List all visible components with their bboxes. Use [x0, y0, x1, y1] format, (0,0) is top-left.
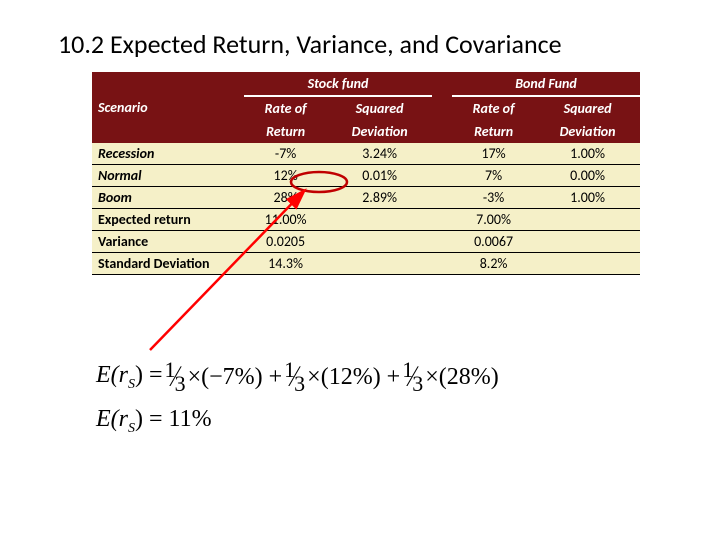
- formula-line-1: E(rS) = 1∕3 ×(−7%) + 1∕3 ×(12%) + 1∕3 ×(…: [96, 360, 499, 394]
- formula-line-2: E(rS) = 11%: [96, 406, 499, 437]
- group-bond-header: Bond Fund: [452, 72, 640, 96]
- col-bond-sqdev-l1: Squared: [535, 96, 640, 120]
- col-stock-sqdev-l2: Deviation: [327, 120, 432, 143]
- table-row: Normal 12% 0.01% 7% 0.00%: [92, 165, 640, 187]
- returns-table: Scenario Stock fund Bond Fund Rate of Sq…: [92, 72, 640, 275]
- col-bond-sqdev-l2: Deviation: [535, 120, 640, 143]
- table-row: Boom 28% 2.89% -3% 1.00%: [92, 187, 640, 209]
- col-stock-sqdev-l1: Squared: [327, 96, 432, 120]
- variance-row: Variance 0.0205 0.0067: [92, 231, 640, 253]
- page-title: 10.2 Expected Return, Variance, and Cova…: [58, 28, 562, 60]
- col-stock-rate-l2: Return: [244, 120, 327, 143]
- table-row: Recession -7% 3.24% 17% 1.00%: [92, 143, 640, 165]
- col-bond-rate-l1: Rate of: [452, 96, 535, 120]
- expected-return-row: Expected return 11.00% 7.00%: [92, 209, 640, 231]
- col-stock-rate-l1: Rate of: [244, 96, 327, 120]
- col-bond-rate-l2: Return: [452, 120, 535, 143]
- sd-row: Standard Deviation 14.3% 8.2%: [92, 253, 640, 275]
- col-scenario-header: Scenario: [92, 72, 244, 143]
- group-stock-header: Stock fund: [244, 72, 432, 96]
- formula-block: E(rS) = 1∕3 ×(−7%) + 1∕3 ×(12%) + 1∕3 ×(…: [96, 360, 499, 449]
